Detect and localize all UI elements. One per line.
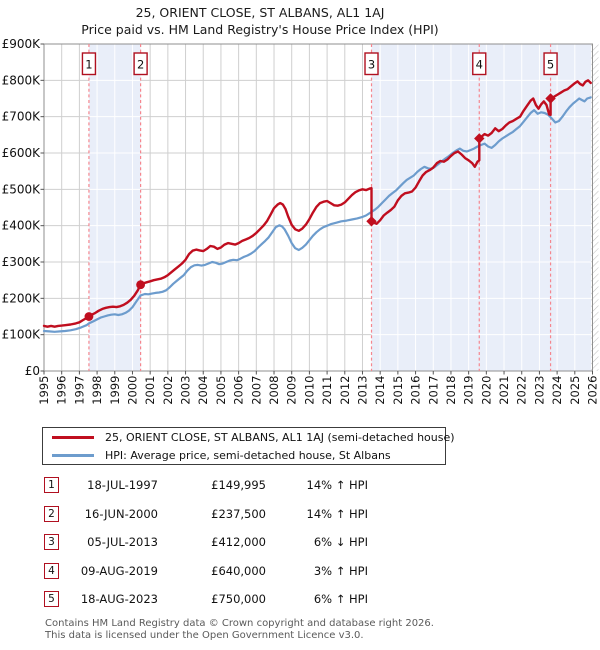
svg-text:£500K: £500K <box>2 182 42 196</box>
svg-text:4: 4 <box>476 58 483 72</box>
chart-legend: 25, ORIENT CLOSE, ST ALBANS, AL1 1AJ (se… <box>42 427 455 465</box>
legend-item-price-paid: 25, ORIENT CLOSE, ST ALBANS, AL1 1AJ (se… <box>43 428 455 446</box>
svg-text:1998: 1998 <box>90 376 104 405</box>
svg-text:£400K: £400K <box>2 219 42 233</box>
transaction-date: 16-JUN-2000 <box>84 506 158 521</box>
svg-text:2013: 2013 <box>355 376 369 405</box>
hpi-line-swatch <box>52 453 94 457</box>
transaction-date: 18-AUG-2023 <box>80 592 158 606</box>
transaction-date: 09-AUG-2019 <box>80 563 158 578</box>
transaction-price: £750,000 <box>211 592 266 606</box>
svg-text:2010: 2010 <box>302 376 316 405</box>
svg-text:£800K: £800K <box>2 73 42 87</box>
svg-text:2011: 2011 <box>320 376 334 405</box>
transaction-date: 05-JUL-2013 <box>87 535 158 549</box>
svg-text:£0: £0 <box>25 364 40 378</box>
svg-text:1995: 1995 <box>37 376 51 405</box>
footer-line-1: Contains HM Land Registry data © Crown c… <box>45 618 434 629</box>
svg-text:1997: 1997 <box>72 376 86 405</box>
svg-text:2007: 2007 <box>249 376 263 405</box>
svg-text:2002: 2002 <box>161 376 175 405</box>
svg-text:£300K: £300K <box>2 255 42 269</box>
legend-item-hpi: HPI: Average price, semi-detached house,… <box>43 446 445 464</box>
svg-text:2: 2 <box>137 58 144 72</box>
svg-text:2003: 2003 <box>179 376 193 405</box>
svg-text:2016: 2016 <box>409 376 423 405</box>
transaction-hpi-delta: 6% ↑ HPI <box>313 592 368 606</box>
svg-text:2004: 2004 <box>196 376 210 405</box>
svg-text:2023: 2023 <box>532 376 546 405</box>
transaction-number-badge: 5 <box>44 591 59 607</box>
transaction-number-badge: 4 <box>44 562 59 579</box>
transaction-hpi-delta: 14% ↑ HPI <box>306 478 368 492</box>
legend-label-hpi: HPI: Average price, semi-detached house,… <box>105 448 391 462</box>
svg-text:2022: 2022 <box>515 376 529 405</box>
svg-text:£600K: £600K <box>2 146 42 160</box>
page-title: 25, ORIENT CLOSE, ST ALBANS, AL1 1AJ <box>135 5 385 20</box>
transaction-row: 4 09-AUG-2019 £640,000 3% ↑ HPI <box>0 562 600 581</box>
svg-text:2001: 2001 <box>143 376 157 405</box>
transaction-number-badge: 2 <box>44 505 59 522</box>
transaction-number-badge: 3 <box>44 534 59 550</box>
transaction-hpi-delta: 6% ↓ HPI <box>313 535 368 549</box>
svg-text:2017: 2017 <box>426 376 440 405</box>
svg-text:2021: 2021 <box>497 375 511 404</box>
svg-text:1996: 1996 <box>55 376 69 405</box>
transaction-price: £640,000 <box>211 563 266 578</box>
transaction-hpi-delta: 3% ↑ HPI <box>313 563 368 578</box>
transaction-price: £412,000 <box>211 535 266 549</box>
svg-text:£200K: £200K <box>2 291 42 305</box>
svg-text:1999: 1999 <box>108 376 122 405</box>
page-subtitle: Price paid vs. HM Land Registry's House … <box>81 22 439 37</box>
transaction-row: 1 18-JUL-1997 £149,995 14% ↑ HPI <box>0 477 600 495</box>
transaction-row: 3 05-JUL-2013 £412,000 6% ↓ HPI <box>0 534 600 552</box>
price-chart: 1 2 3 4 5 £0 £100K £200K £300K £400K £500K £600K £70… <box>2 37 600 405</box>
transaction-date: 18-JUL-1997 <box>87 478 158 492</box>
svg-text:2015: 2015 <box>391 376 405 405</box>
svg-text:5: 5 <box>547 58 554 72</box>
chart-titles: 25, ORIENT CLOSE, ST ALBANS, AL1 1AJ Pri… <box>0 4 520 38</box>
svg-text:2008: 2008 <box>267 376 281 405</box>
svg-text:2019: 2019 <box>462 376 476 405</box>
transaction-hpi-delta: 14% ↑ HPI <box>306 506 368 521</box>
svg-text:2024: 2024 <box>550 376 564 405</box>
svg-text:2018: 2018 <box>444 376 458 405</box>
svg-text:2009: 2009 <box>285 376 299 405</box>
transaction-price: £149,995 <box>211 478 266 492</box>
svg-text:1: 1 <box>85 58 92 72</box>
svg-text:£700K: £700K <box>2 110 42 124</box>
svg-text:2026: 2026 <box>586 376 600 405</box>
svg-text:2025: 2025 <box>568 376 582 405</box>
transaction-number-badge: 1 <box>44 477 59 493</box>
svg-text:£100K: £100K <box>2 328 42 342</box>
svg-text:2000: 2000 <box>125 376 139 405</box>
footer-line-2: This data is licensed under the Open Gov… <box>45 629 364 641</box>
svg-text:3: 3 <box>368 58 375 72</box>
svg-text:2020: 2020 <box>479 376 493 405</box>
svg-text:2014: 2014 <box>373 376 387 405</box>
transaction-row: 5 18-AUG-2023 £750,000 6% ↑ HPI <box>0 591 600 609</box>
svg-text:2005: 2005 <box>214 376 228 405</box>
price-paid-line-swatch <box>52 435 94 439</box>
svg-text:2006: 2006 <box>232 376 246 405</box>
license-footer: Contains HM Land Registry data © Crown c… <box>45 618 434 641</box>
legend-label-price-paid: 25, ORIENT CLOSE, ST ALBANS, AL1 1AJ (se… <box>105 430 455 444</box>
svg-text:£900K: £900K <box>2 37 42 51</box>
svg-text:2012: 2012 <box>338 376 352 405</box>
transaction-price: £237,500 <box>211 506 266 521</box>
transaction-row: 2 16-JUN-2000 £237,500 14% ↑ HPI <box>0 505 600 524</box>
